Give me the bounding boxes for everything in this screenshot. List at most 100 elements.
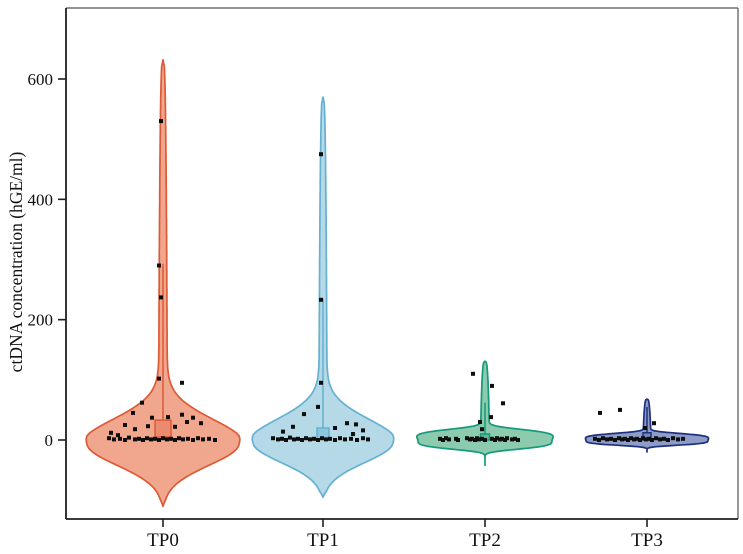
data-point: [510, 437, 514, 442]
data-point: [480, 427, 484, 432]
y-axis-label: ctDNA concentration (hGE/ml): [6, 152, 26, 373]
data-point: [658, 437, 662, 442]
data-point: [300, 438, 304, 442]
data-point: [196, 436, 200, 441]
data-point: [199, 421, 203, 426]
data-point: [276, 437, 280, 442]
data-point: [191, 415, 195, 420]
data-point: [516, 438, 520, 442]
data-point: [319, 152, 323, 157]
x-tick-label-TP3: TP3: [631, 530, 663, 551]
data-point: [644, 437, 648, 442]
data-point: [620, 437, 624, 442]
data-point: [146, 424, 150, 429]
data-point: [157, 376, 161, 381]
data-point: [477, 437, 481, 442]
data-point: [161, 436, 165, 441]
points-TP1: [271, 152, 370, 442]
data-point: [349, 436, 353, 441]
data-point: [302, 412, 306, 417]
data-point: [153, 436, 157, 441]
data-point: [438, 436, 442, 441]
data-point: [316, 438, 320, 442]
data-point: [141, 438, 145, 442]
data-point: [116, 433, 120, 438]
data-point: [666, 438, 670, 442]
x-tick-label-TP0: TP0: [147, 530, 179, 551]
violin-TP1: [251, 96, 395, 499]
data-point: [177, 436, 181, 441]
data-point: [444, 436, 448, 441]
data-point: [291, 424, 295, 429]
data-point: [180, 412, 184, 417]
data-point: [478, 420, 482, 424]
data-point: [181, 437, 185, 442]
data-point: [351, 432, 355, 436]
data-point: [118, 436, 122, 441]
data-point: [319, 380, 323, 385]
data-point: [137, 436, 141, 441]
data-point: [483, 438, 487, 442]
data-point: [490, 383, 494, 388]
data-point: [191, 438, 195, 442]
data-point: [647, 436, 651, 441]
data-point: [123, 438, 127, 442]
points-TP0: [107, 119, 217, 442]
data-point: [354, 422, 358, 427]
data-point: [271, 436, 275, 441]
data-point: [605, 437, 609, 442]
data-point: [447, 437, 451, 442]
data-point: [505, 436, 509, 441]
data-point: [296, 436, 300, 441]
data-point: [157, 438, 161, 442]
data-point: [320, 436, 324, 441]
data-point: [338, 436, 342, 441]
data-point: [626, 438, 630, 442]
data-point: [650, 438, 654, 442]
x-tick-label-TP2: TP2: [469, 530, 501, 551]
data-point: [662, 436, 666, 441]
y-tick-label-600: 600: [28, 70, 54, 89]
data-point: [617, 436, 621, 441]
data-point: [165, 437, 169, 442]
y-tick-label-0: 0: [45, 431, 54, 450]
data-point: [609, 436, 613, 441]
data-point: [598, 410, 602, 415]
data-point: [166, 415, 170, 420]
data-point: [213, 438, 217, 442]
data-point: [513, 436, 517, 441]
data-point: [623, 436, 627, 441]
data-point: [641, 436, 645, 441]
data-point: [109, 430, 113, 435]
data-point: [495, 436, 499, 441]
data-point: [676, 437, 680, 442]
data-point: [333, 426, 337, 430]
data-point: [629, 436, 633, 441]
data-point: [489, 415, 493, 420]
data-point: [186, 436, 190, 441]
data-point: [361, 436, 365, 441]
data-point: [500, 436, 504, 441]
data-point: [157, 263, 161, 268]
data-point: [123, 423, 127, 427]
data-point: [112, 437, 116, 442]
data-point: [180, 380, 184, 385]
data-point: [107, 436, 111, 441]
data-point: [281, 429, 285, 434]
median-box-TP0: [154, 419, 172, 438]
data-point: [140, 400, 144, 405]
data-point: [597, 438, 601, 442]
y-tick-label-400: 400: [28, 190, 54, 209]
data-point: [127, 435, 131, 440]
data-point: [613, 438, 617, 442]
data-point: [280, 436, 284, 441]
data-point: [643, 426, 647, 430]
data-point: [185, 420, 189, 424]
data-point: [355, 438, 359, 442]
x-tick-label-TP1: TP1: [307, 530, 339, 551]
data-point: [490, 436, 494, 441]
data-point: [652, 421, 656, 426]
data-point: [324, 437, 328, 442]
